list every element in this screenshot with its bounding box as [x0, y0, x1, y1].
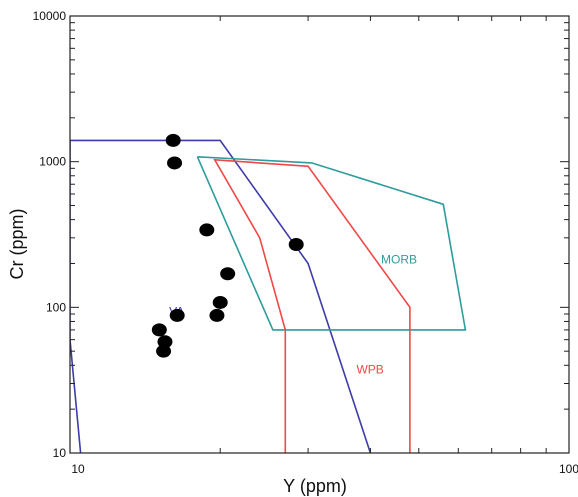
x-axis-title: Y (ppm) — [283, 476, 347, 496]
region-wpb-outline — [213, 158, 411, 453]
axis-ticks — [69, 16, 569, 454]
y-tick-label: 100 — [46, 300, 66, 314]
y-tick-label: 1000 — [39, 155, 66, 169]
x-tick-label: 100 — [559, 462, 578, 476]
y-axis-title: Cr (ppm) — [7, 209, 27, 280]
data-point — [151, 323, 167, 337]
x-tick-label: 10 — [71, 462, 85, 476]
y-tick-label: 10 — [53, 446, 67, 460]
tick-labels: 10 100 1000 10000 10 100 — [33, 9, 578, 476]
data-point — [212, 295, 228, 309]
region-label-morb: MORB — [381, 252, 417, 266]
data-points — [151, 133, 304, 358]
region-morb-outline — [196, 156, 467, 331]
data-point — [165, 133, 181, 147]
data-point — [220, 267, 236, 281]
plot-frame — [69, 15, 570, 454]
data-point — [209, 308, 225, 322]
region-label-wpb: WPB — [356, 363, 383, 377]
y-tick-label: 10000 — [33, 9, 67, 23]
data-point — [167, 156, 183, 170]
classification-fields — [70, 139, 467, 453]
data-point — [156, 344, 172, 358]
data-point — [288, 237, 304, 251]
data-point — [169, 308, 185, 322]
data-point — [199, 223, 215, 237]
region-vab-outline — [70, 139, 372, 453]
